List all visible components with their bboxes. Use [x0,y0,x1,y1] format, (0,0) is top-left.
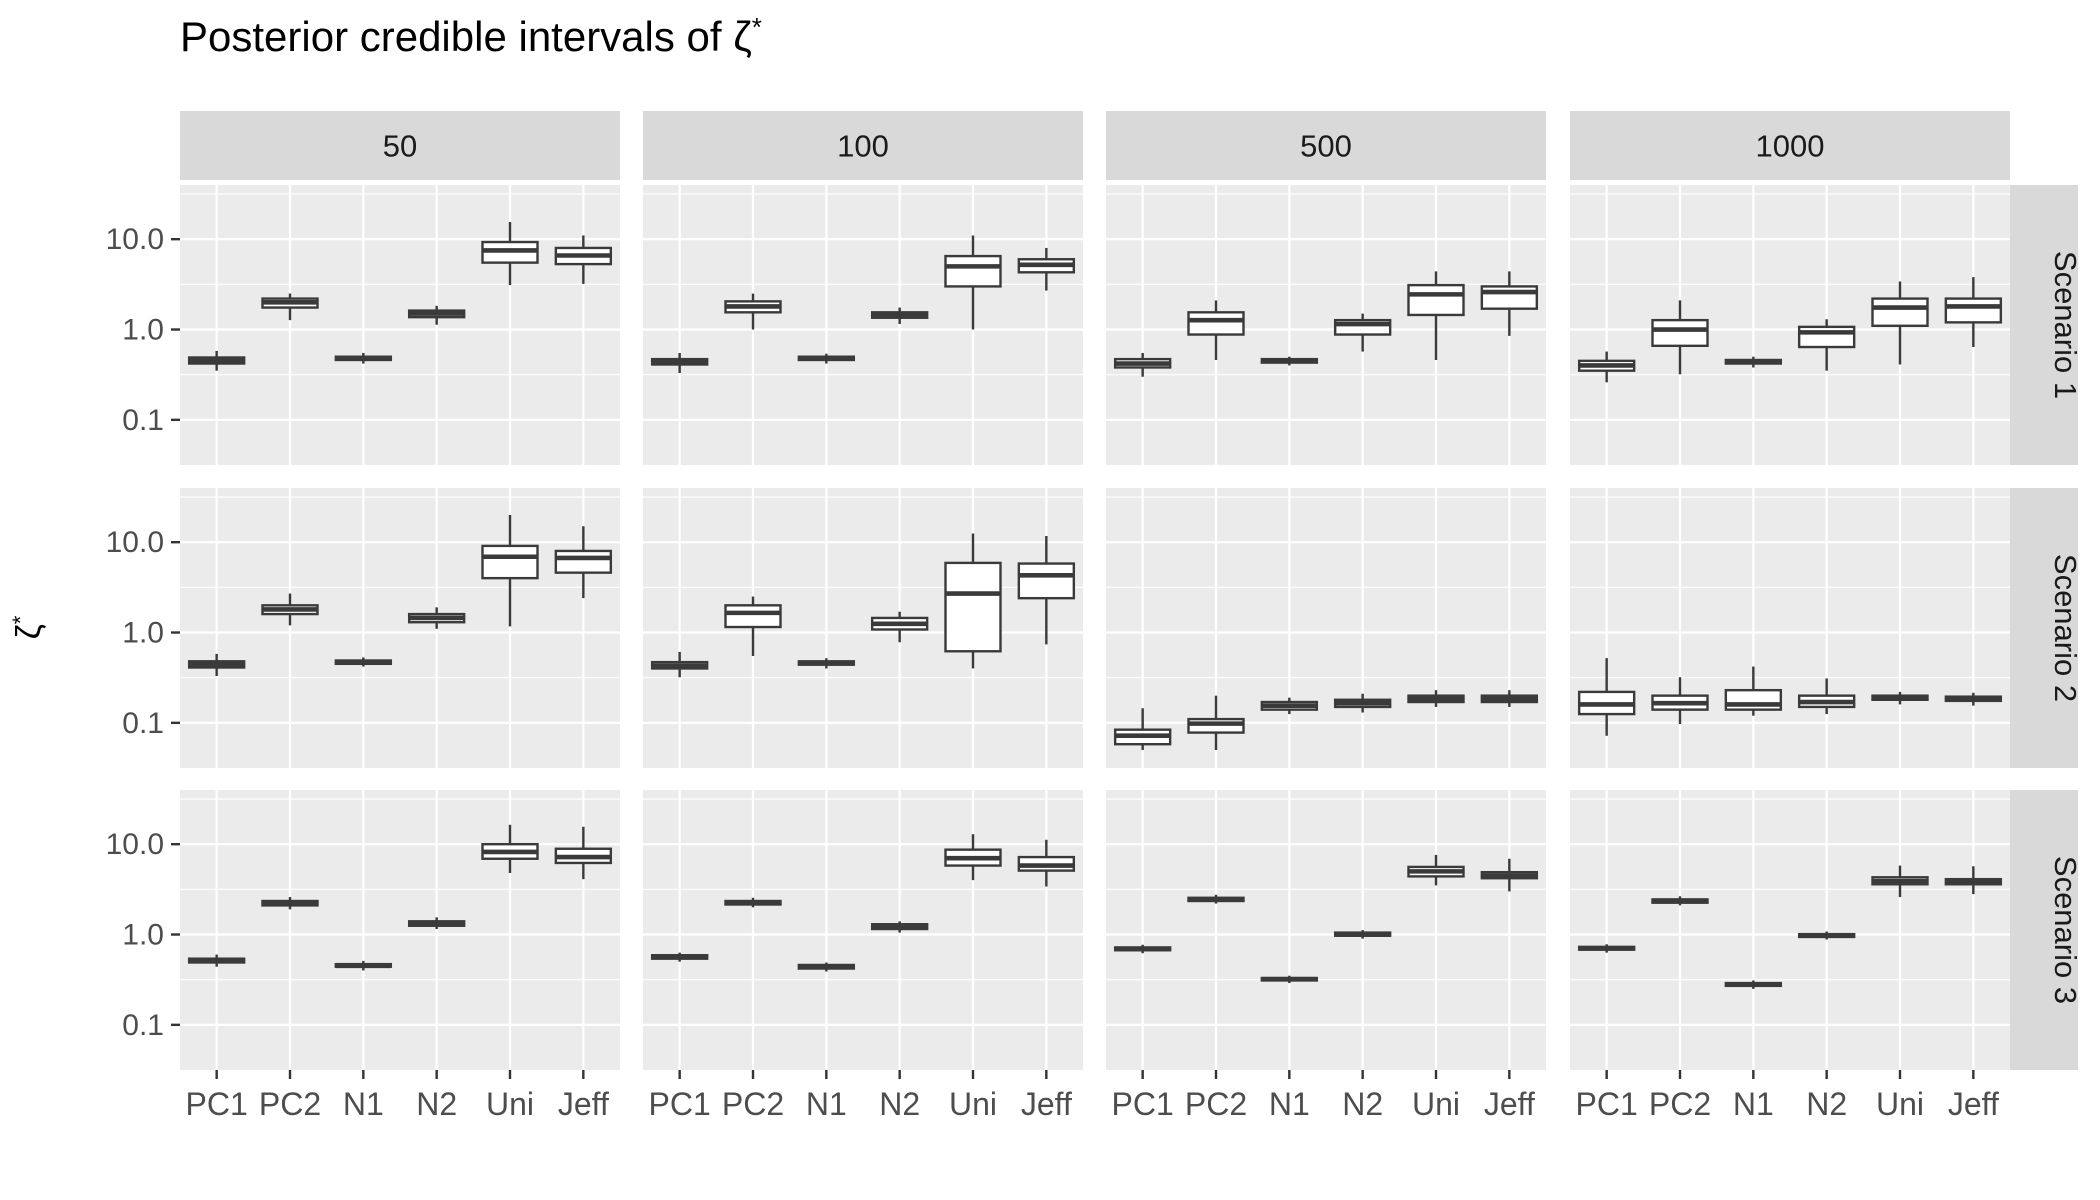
x-tick-label-n2: N2 [1342,1086,1383,1122]
panel-scenario3-n1000 [1570,790,2010,1070]
x-tick-label-pc2: PC2 [1649,1086,1711,1122]
boxplot-scenario1-n1000-pc2-box [1651,318,1709,348]
col-strip-50 [180,111,620,180]
x-tick-label-pc1: PC1 [1112,1086,1174,1122]
x-tick-label-n2: N2 [1806,1086,1847,1122]
boxplot-scenario2-n1000-n1-box [1724,688,1783,711]
panel-scenario3-n50 [180,790,620,1070]
x-tick-label-n1: N1 [1733,1086,1774,1122]
boxplot-scenario2-n100-jeff-box [1017,562,1076,600]
panel-scenario3-n100 [643,790,1083,1070]
col-strip-label-100: 100 [837,129,889,164]
boxplot-scenario1-n1000-n2-box [1797,325,1856,349]
col-strip-label-50: 50 [383,129,417,164]
y-tick-label-10.0: 10.0 [106,526,164,559]
row-strip-scenario-1 [2010,185,2078,465]
boxplot-scenario1-n500-uni-box [1407,283,1465,317]
y-axis-title: ζ* [8,615,48,639]
boxplot-scenario2-n50-jeff-box [554,549,613,574]
boxplot-scenario1-n1000-uni-box [1871,297,1929,327]
y-tick-label-0.1: 0.1 [122,707,164,740]
x-tick-label-n1: N1 [343,1086,384,1122]
x-tick-label-n2: N2 [879,1086,920,1122]
y-tick-label-1.0: 1.0 [122,617,164,650]
x-tick-label-jeff: Jeff [1021,1086,1072,1122]
x-tick-label-pc2: PC2 [1185,1086,1247,1122]
y-tick-label-0.1: 0.1 [122,404,164,437]
plot-title-superscript: * [751,12,762,42]
x-tick-label-jeff: Jeff [1948,1086,1999,1122]
boxplot-scenario2-n100-uni-box [944,561,1002,653]
panel-scenario1-n50 [180,185,620,465]
col-strip-100 [643,111,1083,180]
row-strip-label-scenario-3: Scenario 3 [2048,856,2083,1004]
y-tick-label-0.1: 0.1 [122,1009,164,1042]
x-tick-label-uni: Uni [486,1086,534,1122]
col-strip-500 [1106,111,1546,180]
x-tick-label-pc2: PC2 [722,1086,784,1122]
panel-scenario3-n500 [1106,790,1546,1070]
x-tick-label-n1: N1 [1269,1086,1310,1122]
x-tick-label-n2: N2 [416,1086,457,1122]
boxplot-scenario2-n100-pc2-box [724,604,782,629]
col-strip-label-500: 500 [1300,129,1352,164]
plot-title: Posterior credible intervals of ζ* [180,12,762,61]
boxplot-scenario1-n100-uni-box [944,254,1002,288]
x-tick-label-uni: Uni [1412,1086,1460,1122]
panel-scenario2-n500 [1106,488,1546,768]
x-tick-label-pc1: PC1 [649,1086,711,1122]
x-tick-label-pc2: PC2 [259,1086,321,1122]
x-tick-label-pc1: PC1 [1576,1086,1638,1122]
panel-scenario1-n1000 [1570,185,2010,465]
boxplot-scenario1-n1000-jeff-box [1944,297,2003,324]
y-tick-label-10.0: 10.0 [106,223,164,256]
row-strip-scenario-3 [2010,790,2078,1070]
boxplot-scenario1-n500-pc2-box [1187,311,1245,336]
x-tick-label-n1: N1 [806,1086,847,1122]
panel-scenario2-n50 [180,488,620,768]
row-strip-label-scenario-2: Scenario 2 [2048,554,2083,702]
panel-scenario2-n1000 [1570,488,2010,768]
plot-title-text: Posterior credible intervals of ζ [180,13,752,60]
y-tick-label-10.0: 10.0 [106,828,164,861]
y-tick-label-1.0: 1.0 [122,919,164,952]
row-strip-scenario-2 [2010,488,2078,768]
x-tick-label-uni: Uni [949,1086,997,1122]
x-tick-label-jeff: Jeff [1484,1086,1535,1122]
panel-scenario1-n100 [643,185,1083,465]
panel-scenario1-n500 [1106,185,1546,465]
panel-scenario2-n100 [643,488,1083,768]
x-tick-label-uni: Uni [1876,1086,1924,1122]
col-strip-1000 [1570,111,2010,180]
boxplot-scenario2-n50-uni-box [481,544,539,580]
y-tick-label-1.0: 1.0 [122,314,164,347]
row-strip-label-scenario-1: Scenario 1 [2048,251,2083,399]
x-tick-label-jeff: Jeff [558,1086,609,1122]
col-strip-label-1000: 1000 [1756,129,1825,164]
x-tick-label-pc1: PC1 [186,1086,248,1122]
